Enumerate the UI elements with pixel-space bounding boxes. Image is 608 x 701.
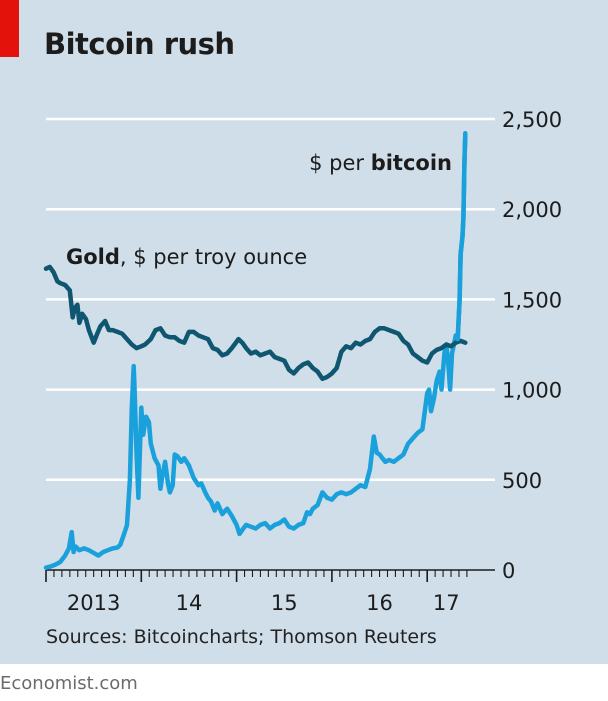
- red-brand-tag: [0, 0, 19, 57]
- gold-series-label: Gold, $ per troy ounce: [66, 245, 307, 269]
- series-labels: Gold, $ per troy ounce $ per bitcoin: [66, 151, 452, 269]
- y-tick-label: 500: [502, 469, 542, 493]
- x-tick-label: 14: [176, 591, 203, 615]
- brand-footer: Economist.com: [0, 673, 138, 694]
- y-tick-label: 2,000: [502, 198, 562, 222]
- x-axis: 2013 14 15 16 17: [45, 569, 495, 615]
- bitcoin-label-plain: $ per: [309, 151, 371, 175]
- chart-title: Bitcoin rush: [44, 27, 235, 61]
- bitcoin-series-label: $ per bitcoin: [309, 151, 452, 175]
- gold-label-rest: , $ per troy ounce: [120, 245, 307, 269]
- x-tick-label: 16: [366, 591, 393, 615]
- line-chart: 0 500 1,000 1,500 2,000 2,500 2013 14 15 16 17 Go…: [43, 108, 562, 615]
- bitcoin-price-line: [43, 131, 468, 570]
- y-tick-label: 2,500: [502, 108, 562, 132]
- y-tick-label: 0: [502, 559, 515, 583]
- bitcoin-label-bold: bitcoin: [371, 151, 452, 175]
- source-note: Sources: Bitcoincharts; Thomson Reuters: [46, 626, 437, 648]
- gold-label-bold: Gold: [66, 245, 120, 269]
- y-tick-label: 1,500: [502, 288, 562, 312]
- y-axis-ticks: 0 500 1,000 1,500 2,000 2,500: [502, 108, 562, 583]
- gridlines: [46, 117, 495, 482]
- x-tick-label: 17: [433, 591, 460, 615]
- chart-panel: Bitcoin rush 0 500 1,000 1,500 2,000 2,500 20…: [0, 0, 608, 664]
- series-lines: [43, 131, 468, 570]
- bitcoin-price-line-spike: [453, 131, 468, 342]
- x-tick-label: 2013: [67, 591, 120, 615]
- gold-price-line: [43, 264, 468, 382]
- y-tick-label: 1,000: [502, 379, 562, 403]
- x-tick-label: 15: [271, 591, 298, 615]
